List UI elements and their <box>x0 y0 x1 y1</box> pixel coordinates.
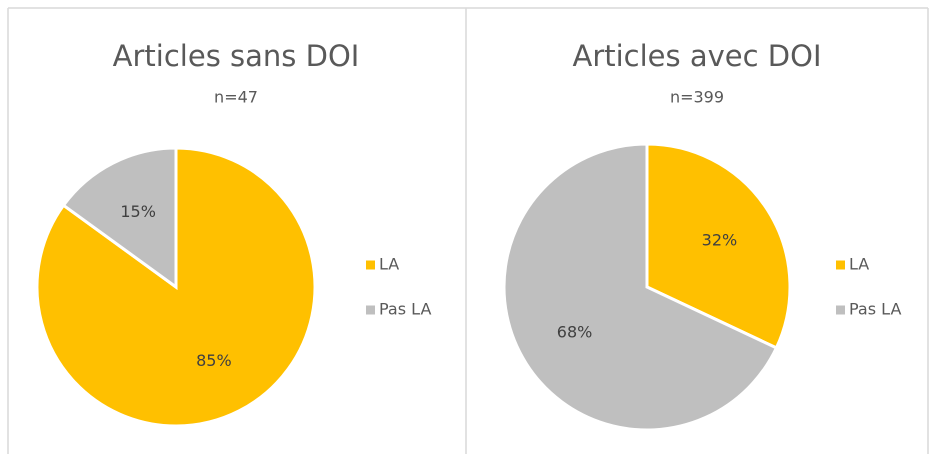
data-label: 68% <box>557 322 593 341</box>
data-label: 85% <box>196 351 232 370</box>
legend-label: LA <box>379 255 399 274</box>
chart-title: Articles avec DOI <box>572 39 821 73</box>
legend-swatch <box>366 305 375 315</box>
chart-title: Articles sans DOI <box>113 39 360 73</box>
pie-slice <box>502 142 779 432</box>
pie-slice <box>61 146 178 290</box>
frame <box>7 7 929 454</box>
data-label: 32% <box>702 231 738 250</box>
legend-swatch <box>366 260 375 270</box>
legend-label: Pas LA <box>379 300 431 319</box>
legend-label: Pas LA <box>849 300 901 319</box>
pie-slice <box>645 142 792 350</box>
chart-subtitle: n=399 <box>670 88 724 107</box>
data-label: 15% <box>120 202 156 221</box>
legend-label: LA <box>849 255 869 274</box>
legend-swatch <box>836 260 845 270</box>
legend-swatch <box>836 305 845 315</box>
chart-subtitle: n=47 <box>214 88 258 107</box>
